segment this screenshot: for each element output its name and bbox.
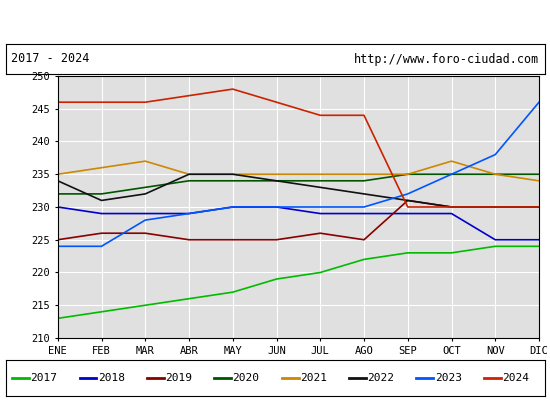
Text: 2019: 2019 [165,373,192,383]
Text: 2020: 2020 [233,373,260,383]
Text: 2022: 2022 [367,373,394,383]
Text: 2024: 2024 [502,373,529,383]
Text: Evolucion num de emigrantes en Plentzia: Evolucion num de emigrantes en Plentzia [87,14,463,28]
Text: 2017 - 2024: 2017 - 2024 [11,52,89,66]
Text: 2021: 2021 [300,373,327,383]
Text: 2023: 2023 [434,373,461,383]
Text: 2018: 2018 [98,373,125,383]
Text: 2017: 2017 [30,373,57,383]
Text: http://www.foro-ciudad.com: http://www.foro-ciudad.com [354,52,539,66]
